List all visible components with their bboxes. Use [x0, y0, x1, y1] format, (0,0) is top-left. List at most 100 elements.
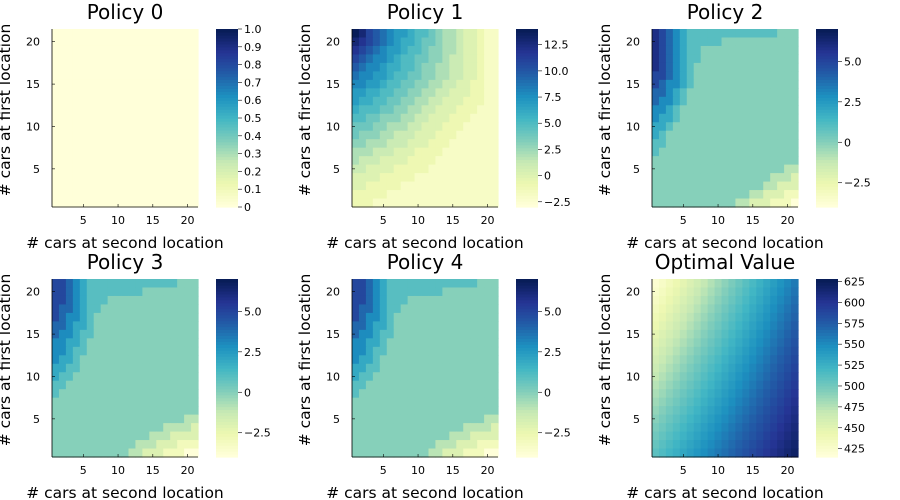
heatmap-cell — [121, 380, 130, 390]
heatmap-cell — [735, 88, 743, 98]
colorbar-segment — [216, 388, 238, 393]
heatmap-cell — [79, 45, 88, 56]
colorbar-segment — [516, 445, 538, 449]
heatmap-cell — [449, 105, 457, 115]
heatmap-cell — [714, 304, 723, 314]
heatmap-cell — [693, 96, 702, 106]
heatmap-cell — [191, 312, 199, 322]
heatmap-cell — [784, 37, 792, 47]
heatmap-cell — [414, 321, 423, 331]
heatmap-cell — [784, 198, 792, 208]
heatmap-cell — [714, 122, 723, 132]
heatmap-cell — [742, 62, 750, 72]
heatmap-cell — [121, 164, 130, 174]
heatmap-cell — [379, 45, 388, 56]
heatmap-cell — [428, 37, 437, 47]
heatmap-cell — [770, 380, 778, 390]
colorbar-segment — [216, 165, 238, 170]
heatmap-cell — [163, 440, 171, 450]
heatmap-cell — [358, 164, 367, 174]
heatmap-cell — [135, 440, 143, 450]
heatmap-cell — [407, 156, 416, 166]
heatmap-cell — [714, 96, 723, 106]
heatmap-cell — [191, 190, 199, 200]
heatmap-cell — [407, 321, 416, 331]
heatmap-cell — [652, 181, 660, 191]
heatmap-cell — [121, 173, 130, 183]
heatmap-cell — [52, 190, 60, 200]
heatmap-cell — [400, 397, 409, 407]
heatmap-cell — [735, 355, 743, 365]
heatmap-cell — [707, 164, 716, 174]
heatmap-cell — [477, 156, 485, 166]
heatmap-cell — [93, 113, 102, 123]
heatmap-cell — [86, 190, 95, 200]
heatmap-cell — [79, 363, 88, 373]
heatmap-cell — [379, 304, 388, 314]
heatmap-cell — [707, 37, 716, 47]
colorbar-segment — [816, 317, 838, 322]
heatmap-cell — [442, 295, 450, 306]
heatmap-cell — [400, 122, 409, 132]
heatmap-cell — [358, 312, 367, 322]
heatmap-cell — [184, 363, 192, 373]
heatmap-cell — [407, 45, 416, 56]
heatmap-cell — [491, 96, 499, 106]
heatmap-cell — [86, 96, 95, 106]
heatmap-cell — [421, 380, 430, 390]
heatmap-cell — [128, 122, 137, 132]
heatmap-cell — [86, 279, 95, 289]
heatmap-cell — [428, 372, 437, 382]
colorbar-segment — [216, 320, 238, 325]
heatmap-cell — [463, 423, 471, 433]
heatmap-cell — [435, 62, 443, 72]
heatmap-cell — [128, 130, 137, 140]
heatmap-cell — [149, 312, 157, 322]
heatmap-cell — [679, 372, 688, 382]
heatmap-cell — [352, 29, 360, 39]
heatmap-cell — [52, 113, 60, 123]
heatmap-cell — [449, 380, 457, 390]
heatmap-cell — [58, 406, 67, 416]
heatmap-cell — [170, 113, 178, 123]
heatmap-cell — [65, 287, 74, 297]
heatmap-cell — [407, 279, 416, 289]
heatmap-cell — [442, 440, 450, 450]
heatmap-cell — [728, 122, 737, 132]
heatmap-cell — [163, 397, 171, 407]
heatmap-cell — [693, 338, 702, 348]
heatmap-cell — [358, 96, 367, 106]
heatmap-cell — [749, 372, 757, 382]
heatmap-cell — [386, 440, 395, 450]
heatmap-cell — [114, 287, 123, 297]
heatmap-cell — [763, 190, 771, 200]
heatmap-cell — [79, 71, 88, 81]
heatmap-cell — [665, 96, 674, 106]
heatmap-cell — [742, 423, 750, 433]
heatmap-cell — [372, 62, 381, 72]
colorbar-segment — [516, 400, 538, 405]
heatmap-cell — [142, 139, 150, 149]
heatmap-cell — [442, 62, 450, 72]
heatmap-cell — [107, 37, 116, 47]
heatmap-cell — [672, 88, 681, 98]
heatmap-cell — [714, 346, 723, 356]
heatmap-cell — [784, 79, 792, 89]
heatmap-cell — [449, 329, 457, 339]
heatmap-cell — [484, 380, 492, 390]
heatmap-cell — [352, 423, 360, 433]
heatmap-cell — [393, 79, 402, 89]
colorbar-segment — [216, 409, 238, 414]
heatmap-cell — [749, 295, 757, 306]
heatmap-cell — [735, 414, 743, 424]
heatmap-cell — [156, 423, 164, 433]
heatmap-cell — [79, 96, 88, 106]
heatmap-cell — [700, 164, 709, 174]
heatmap-cell — [714, 88, 723, 98]
heatmap-cell — [128, 79, 137, 89]
heatmap-cell — [672, 45, 681, 56]
heatmap-cell — [652, 380, 660, 390]
heatmap-cell — [414, 181, 423, 191]
heatmap-cell — [128, 88, 137, 98]
heatmap-cell — [400, 389, 409, 399]
